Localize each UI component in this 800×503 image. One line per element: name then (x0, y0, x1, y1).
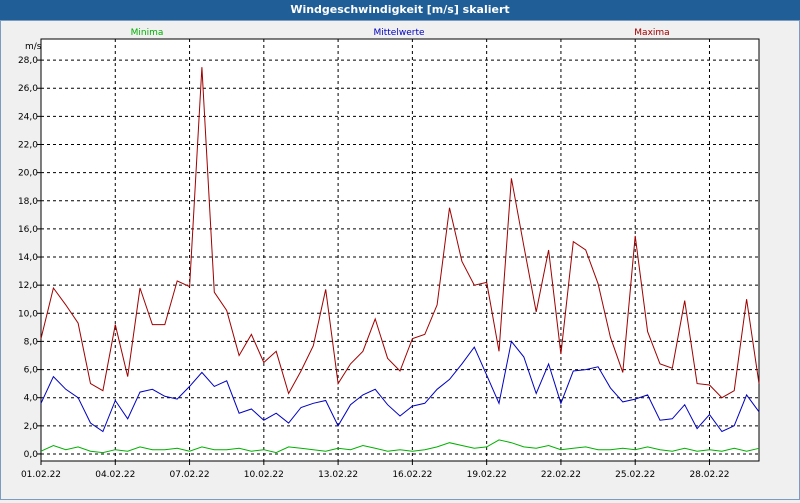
plot-area (40, 38, 760, 462)
y-tick-label: 4,0 (24, 394, 39, 404)
x-tick-label: 28.02.22 (689, 470, 729, 480)
y-tick-label: 10,0 (18, 309, 38, 319)
x-tick-label: 19.02.22 (467, 470, 507, 480)
x-tick-label: 10.02.22 (244, 470, 284, 480)
x-tick-label: 16.02.22 (392, 470, 432, 480)
y-tick-label: 8,0 (24, 337, 39, 347)
y-tick-label: 24,0 (18, 112, 38, 122)
maxima-line (40, 67, 760, 399)
x-tick-label: 22.02.22 (541, 470, 581, 480)
y-axis: 0,0 2,0 4,0 6,0 8,0 10,0 12,0 14,0 16,0 18,0 20,0 2… (18, 56, 41, 460)
data-series (40, 67, 760, 454)
y-tick-label: 18,0 (18, 197, 38, 207)
chart-title: Windgeschwindigkeit [m/s] skaliert (290, 3, 510, 16)
minima-line (40, 439, 760, 454)
x-tick-label: 07.02.22 (170, 470, 210, 480)
y-axis-unit-label: m/s (25, 42, 42, 52)
x-tick-label: 04.02.22 (95, 470, 135, 480)
x-axis: 01.02.22 04.02.22 07.02.22 10.02.22 13.02.22… (21, 461, 730, 480)
y-tick-label: 22,0 (18, 141, 38, 151)
x-tick-label: 01.02.22 (21, 470, 61, 480)
y-tick-label: 20,0 (18, 169, 38, 179)
grid-lines (41, 39, 759, 461)
legend-mittelwerte: Mittelwerte (373, 28, 424, 38)
y-tick-label: 28,0 (18, 56, 38, 66)
legend-minima: Minima (131, 28, 164, 38)
legend-maxima: Maxima (634, 28, 669, 38)
y-tick-label: 26,0 (18, 84, 38, 94)
x-tick-label: 13.02.22 (318, 470, 358, 480)
wind-speed-chart: 0,0 2,0 4,0 6,0 8,0 10,0 12,0 14,0 16,0 18,0 20,0 2… (18, 28, 760, 480)
y-tick-label: 2,0 (24, 422, 39, 432)
y-tick-label: 6,0 (24, 366, 39, 376)
y-tick-label: 16,0 (18, 225, 38, 235)
y-tick-label: 14,0 (18, 253, 38, 263)
y-tick-label: 12,0 (18, 281, 38, 291)
mittelwerte-line (40, 340, 760, 433)
y-tick-label: 0,0 (24, 450, 39, 460)
x-tick-label: 25.02.22 (615, 470, 655, 480)
chart-panel: 0,0 2,0 4,0 6,0 8,0 10,0 12,0 14,0 16,0 18,0 20,0 2… (0, 20, 800, 500)
chart-title-bar: Windgeschwindigkeit [m/s] skaliert (0, 0, 800, 20)
